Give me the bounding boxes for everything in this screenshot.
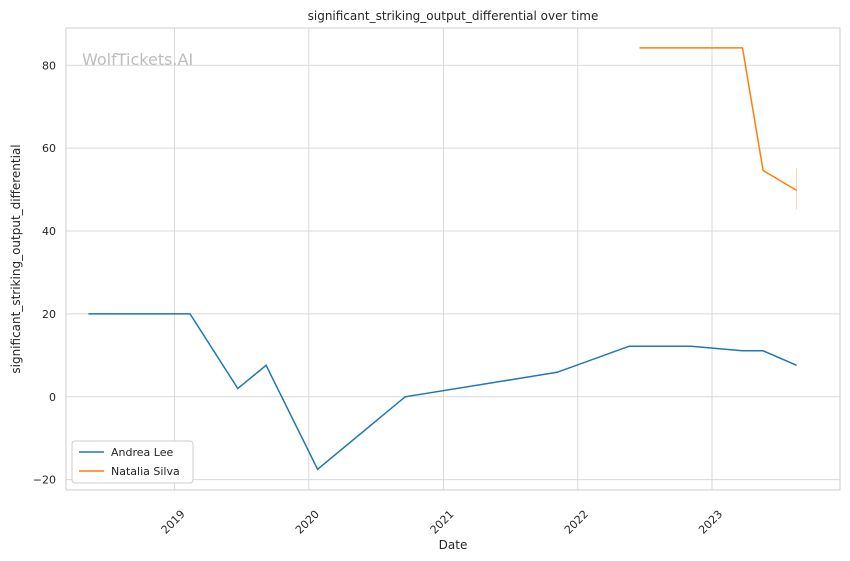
y-axis-title: significant_striking_output_differential xyxy=(9,144,23,373)
plot-area xyxy=(65,27,841,491)
legend: Andrea Lee Natalia Silva xyxy=(71,440,194,484)
y-tick-label: 0 xyxy=(49,391,56,404)
series-lines xyxy=(88,47,798,471)
x-tick-label: 2023 xyxy=(696,508,725,537)
legend-label-andrea-lee: Andrea Lee xyxy=(111,446,173,459)
x-tick-label: 2021 xyxy=(428,508,457,537)
y-axis-ticks: −20 0 20 40 60 80 xyxy=(33,59,56,486)
x-axis-title: Date xyxy=(439,538,468,552)
y-tick-label: 80 xyxy=(42,59,56,72)
x-tick-label: 2022 xyxy=(562,508,591,537)
series-line-andrea-lee xyxy=(88,313,797,471)
y-tick-label: −20 xyxy=(33,474,56,487)
y-tick-label: 40 xyxy=(42,225,56,238)
grid-lines xyxy=(66,28,840,490)
x-tick-label: 2020 xyxy=(293,508,322,537)
y-tick-label: 20 xyxy=(42,308,56,321)
series-line-natalia-silva xyxy=(639,47,797,192)
x-axis-ticks: 2019 2020 2021 2022 2023 xyxy=(159,508,725,537)
chart-title: significant_striking_output_differential… xyxy=(308,9,599,23)
watermark-text: WolfTickets.AI xyxy=(82,50,193,69)
legend-label-natalia-silva: Natalia Silva xyxy=(111,465,180,478)
y-tick-label: 60 xyxy=(42,142,56,155)
x-tick-label: 2019 xyxy=(159,508,188,537)
